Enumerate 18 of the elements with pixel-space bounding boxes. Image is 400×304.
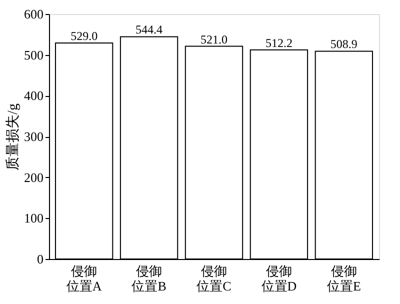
data-label: 529.0: [70, 28, 98, 43]
y-tick-label: 400: [24, 88, 44, 104]
y-tick-label: 300: [24, 129, 44, 144]
y-axis-title: 质量损失/g: [5, 104, 21, 170]
x-tick-label: 侵御位置C: [196, 264, 232, 294]
x-tick-label: 侵御位置D: [261, 264, 297, 294]
y-tick-label: 500: [24, 47, 44, 62]
x-tick-label: 侵御位置A: [66, 264, 102, 294]
y-tick-label: 0: [37, 252, 44, 266]
data-label: 544.4: [136, 22, 163, 37]
data-label: 512.2: [265, 36, 292, 50]
y-tick-label: 100: [24, 210, 44, 226]
y-tick-label: 600: [24, 6, 44, 22]
data-label: 508.9: [330, 37, 358, 52]
data-label: 521.0: [200, 32, 228, 46]
x-tick-label: 侵御位置E: [326, 264, 361, 294]
y-tick-label: 200: [24, 170, 44, 185]
x-tick-label: 侵御位置B: [132, 264, 167, 294]
